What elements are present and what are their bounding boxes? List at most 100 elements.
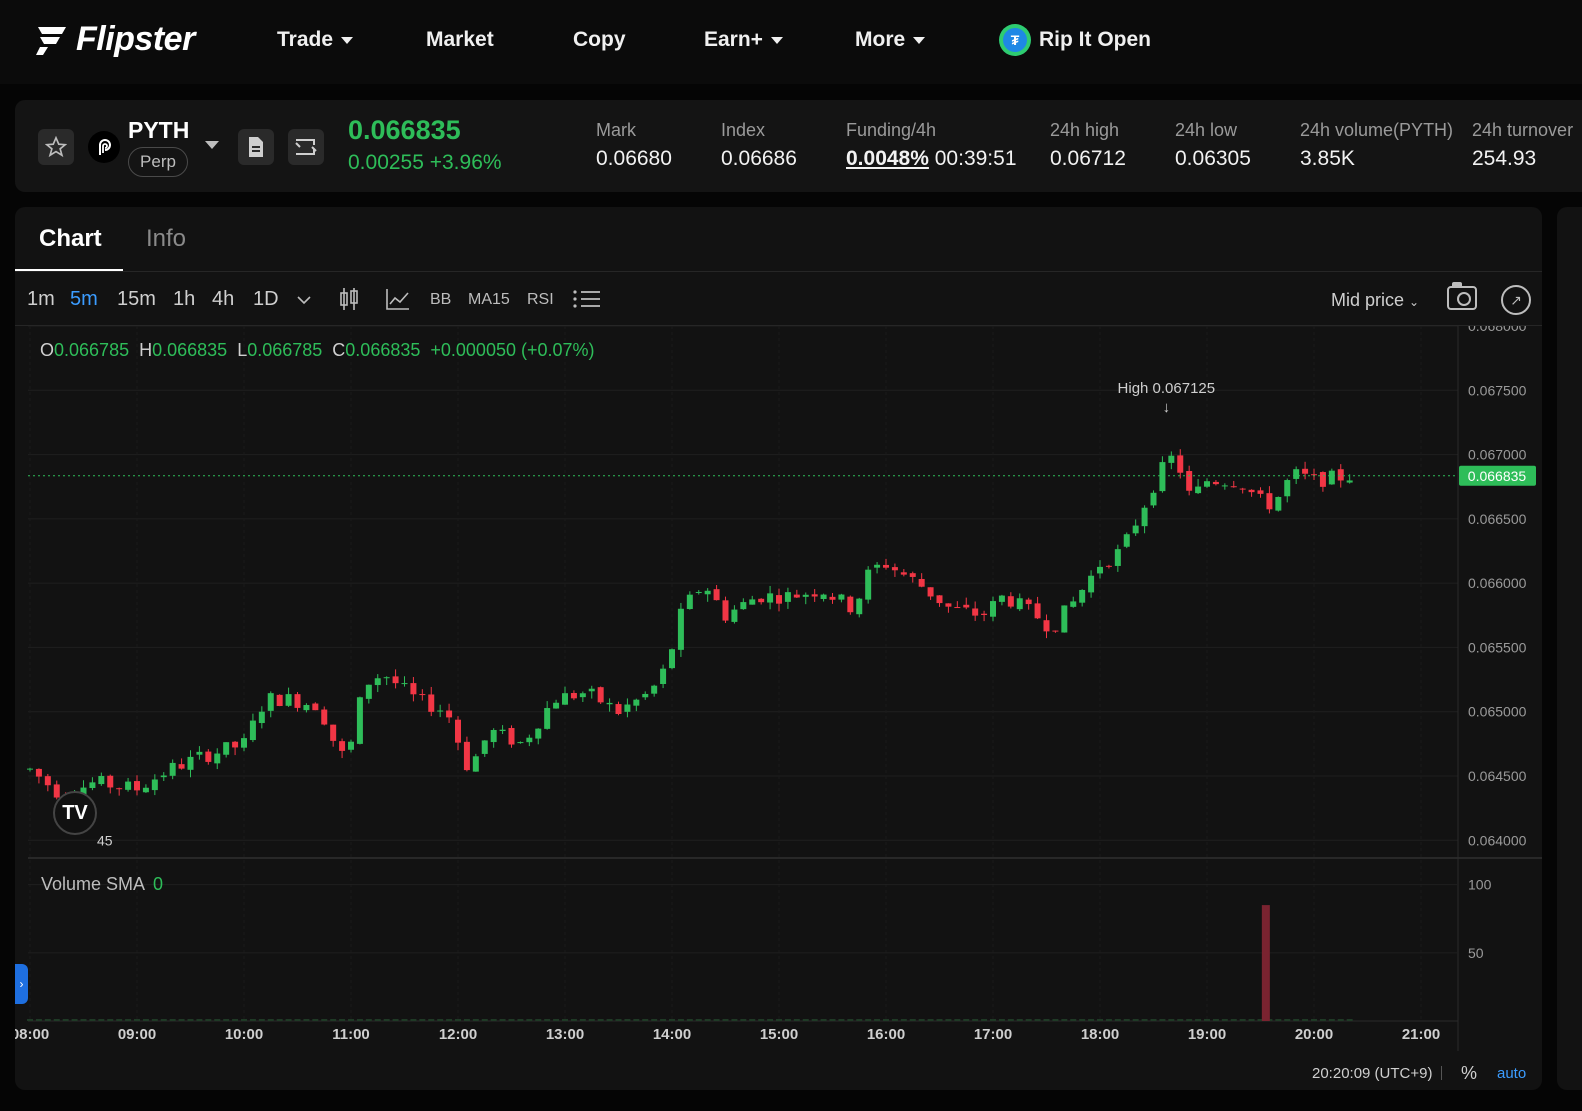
symbol-dropdown-chevron-icon[interactable] [205, 141, 219, 149]
candle-body [1293, 469, 1300, 479]
volume-bar [1212, 1019, 1219, 1021]
volume-value: 0 [153, 874, 164, 894]
candle-body [294, 694, 301, 708]
timeframe-1m[interactable]: 1m [27, 288, 55, 310]
nav-market[interactable]: Market [426, 28, 494, 52]
candle-body [677, 608, 684, 650]
volume-bar [891, 1019, 898, 1021]
candle-body [490, 729, 497, 743]
x-axis-tick-label: 09:00 [118, 1026, 156, 1043]
volume-bar [963, 1019, 970, 1021]
volume-bar [981, 1019, 988, 1021]
timeframe-1d[interactable]: 1D [253, 288, 279, 310]
candle-body [169, 762, 176, 776]
percent-scale-toggle[interactable]: % [1461, 1063, 1478, 1083]
candle-body [624, 704, 631, 712]
tradingview-logo-icon[interactable]: TV [53, 791, 97, 835]
swap-button[interactable] [288, 129, 324, 165]
candle-body [874, 564, 881, 568]
timeframe-1h[interactable]: 1h [173, 288, 196, 310]
candle-body [1168, 455, 1175, 463]
flipster-logo-icon [36, 26, 66, 55]
nav-earn[interactable]: Earn+ [704, 28, 783, 52]
volume-bar [1132, 1019, 1139, 1021]
tab-chart[interactable]: Chart [39, 225, 102, 252]
volume-bar [428, 1019, 435, 1021]
candle-body [303, 705, 310, 711]
timeframe-chevron-down-icon[interactable] [297, 295, 311, 305]
stat-label: 24h turnover [1472, 120, 1574, 140]
nav-more[interactable]: More [855, 28, 926, 52]
nav-trade[interactable]: Trade [277, 28, 354, 52]
chevron-down-icon: ⌄ [1409, 295, 1420, 309]
volume-bar [535, 1019, 542, 1021]
candle-body [1105, 565, 1112, 567]
y-axis-tick-label: 0.066500 [1468, 511, 1527, 527]
volume-bar [588, 1019, 595, 1021]
volume-bar [651, 1019, 658, 1021]
timeframe-15m[interactable]: 15m [117, 288, 156, 310]
candle-body [579, 693, 586, 698]
volume-bar [517, 1019, 524, 1021]
favorite-button[interactable] [38, 129, 74, 165]
volume-bar [1025, 1019, 1032, 1021]
volume-bar [1088, 1019, 1095, 1021]
candlestick-type-icon[interactable] [338, 286, 360, 312]
y-axis-tick-label: 0.067000 [1468, 447, 1527, 463]
stat-value: 0.06712 [1050, 147, 1126, 170]
price-source-dropdown[interactable]: Mid price ⌄ [1331, 290, 1419, 311]
fullscreen-icon[interactable]: ↗ [1501, 285, 1531, 315]
volume-bar [1177, 1019, 1184, 1021]
volume-bar [1221, 1019, 1228, 1021]
document-button[interactable] [238, 129, 274, 165]
candle-body [784, 592, 791, 602]
candle-body [633, 699, 640, 706]
x-axis-tick-label: 17:00 [974, 1026, 1012, 1043]
list-menu-icon[interactable] [572, 289, 602, 309]
candle-body [731, 609, 738, 622]
indicator-ma15[interactable]: MA15 [468, 291, 510, 308]
candle-body [35, 768, 42, 777]
timeframe-5m[interactable]: 5m [70, 288, 98, 310]
timeframe-4h[interactable]: 4h [212, 288, 235, 310]
expand-sidebar-button[interactable]: › [15, 964, 28, 1004]
stat-funding: Funding/4h 0.0048% 00:39:51 [846, 120, 1017, 171]
auto-scale-toggle[interactable]: auto [1497, 1065, 1527, 1082]
nav-promo-label: Rip It Open [1039, 28, 1151, 51]
y-axis-tick-label: 0.068000 [1468, 326, 1527, 334]
price-chart[interactable]: 0.064000 0.064500 0.065000 0.065500 0.066000… [15, 326, 1542, 1051]
tab-info[interactable]: Info [146, 225, 187, 252]
candle-body [1257, 490, 1264, 494]
candle-body [972, 608, 979, 616]
x-axis-tick-label: 21:00 [1402, 1026, 1440, 1043]
volume-bar [945, 1019, 952, 1021]
nav-copy[interactable]: Copy [573, 28, 626, 52]
volume-bar [856, 1019, 863, 1021]
candle-body [1319, 472, 1326, 487]
y-axis-tick-label: 0.065000 [1468, 704, 1527, 720]
stat-24h-turnover: 24h turnover 254.93 [1472, 120, 1573, 171]
symbol-name[interactable]: PYTH [128, 117, 190, 143]
candle-body [963, 604, 970, 608]
indicator-bb[interactable]: BB [430, 291, 452, 308]
x-axis-tick-label: 19:00 [1188, 1026, 1226, 1043]
candle-body [802, 594, 809, 597]
y-axis-tick-label: 0.066000 [1468, 575, 1527, 591]
volume-bar [383, 1019, 390, 1021]
indicator-rsi[interactable]: RSI [527, 291, 554, 308]
funding-rate-link[interactable]: 0.0048% [846, 147, 929, 170]
candle-body [927, 587, 934, 597]
candle-body [847, 596, 854, 613]
stat-index: Index 0.06686 [721, 120, 797, 171]
brand-logo[interactable]: Flipster [34, 20, 195, 59]
volume-bar [1311, 1019, 1317, 1021]
candle-body [241, 738, 247, 748]
volume-bar [615, 1019, 622, 1021]
volume-bar [784, 1019, 791, 1021]
ohlc-open: 0.066785 [54, 340, 130, 360]
camera-icon[interactable] [1447, 282, 1477, 310]
current-price-tag [1459, 465, 1536, 486]
nav-rip-it-open[interactable]: ₮ Rip It Open [999, 24, 1151, 56]
indicators-chart-icon[interactable] [385, 287, 411, 311]
candle-body [1016, 598, 1023, 610]
